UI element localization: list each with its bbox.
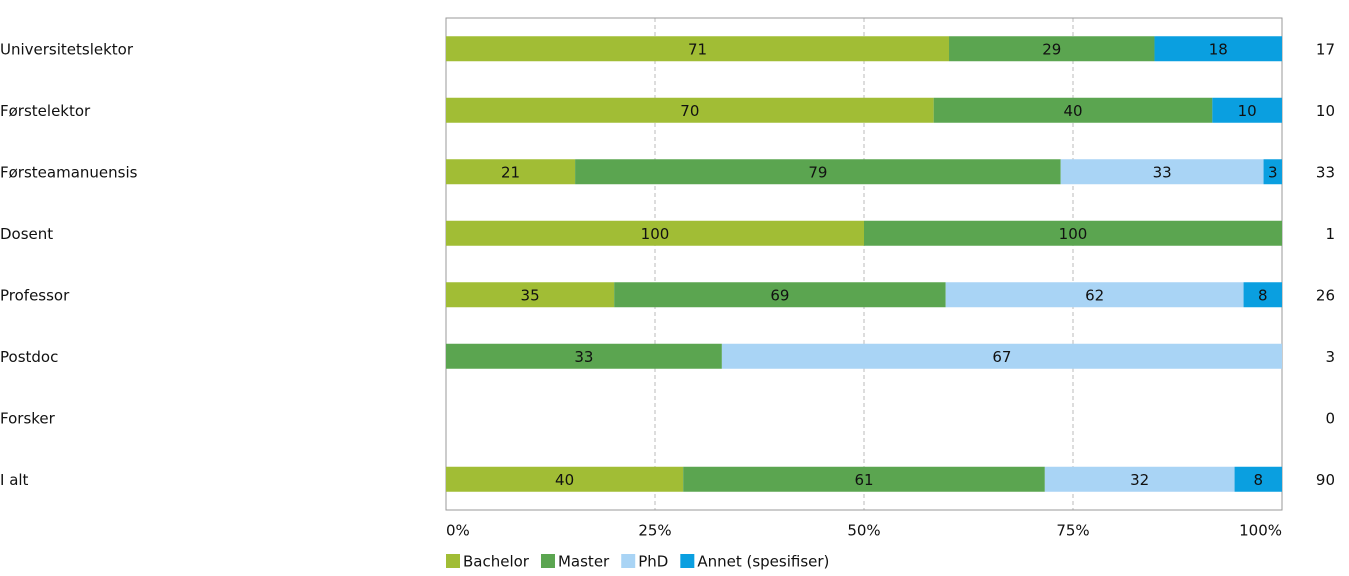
- data-label: 8: [1254, 471, 1264, 489]
- x-tick-label: 50%: [847, 522, 880, 540]
- data-label: 21: [501, 163, 520, 181]
- bar-segment: [446, 220, 864, 246]
- bar-segment: [864, 220, 1282, 246]
- bar-segment: [1044, 466, 1235, 492]
- bar-segment: [446, 97, 934, 123]
- y-tick-label: Førstelektor: [0, 102, 91, 120]
- bar-segment: [446, 343, 722, 369]
- data-label: 3: [1268, 163, 1278, 181]
- data-label: 29: [1042, 40, 1061, 58]
- data-label: 71: [688, 40, 707, 58]
- data-label: 100: [641, 225, 670, 243]
- row-total: 17: [1316, 40, 1335, 58]
- row-total: 26: [1316, 286, 1335, 304]
- data-label: 35: [521, 286, 540, 304]
- legend-swatch: [680, 554, 695, 568]
- data-label: 18: [1209, 40, 1228, 58]
- x-tick-label: 75%: [1056, 522, 1089, 540]
- data-label: 62: [1085, 286, 1104, 304]
- data-label: 61: [854, 471, 873, 489]
- bar-segment: [1243, 282, 1282, 308]
- y-tick-label: Førsteamanuensis: [0, 163, 138, 181]
- data-label: 79: [808, 163, 827, 181]
- row-total: 3: [1325, 348, 1335, 366]
- legend-label: Master: [558, 553, 610, 571]
- bar-segment: [1154, 36, 1282, 62]
- data-label: 40: [1063, 102, 1082, 120]
- bar-segment: [1212, 97, 1282, 123]
- bar-segment: [446, 282, 615, 308]
- bar-segment: [614, 282, 946, 308]
- data-label: 10: [1238, 102, 1257, 120]
- legend-swatch: [540, 554, 555, 568]
- data-label: 100: [1059, 225, 1088, 243]
- y-tick-label: Universitetslektor: [0, 40, 134, 58]
- bar-segment: [683, 466, 1045, 492]
- legend-swatch: [621, 554, 636, 568]
- data-label: 69: [770, 286, 789, 304]
- y-tick-label: Professor: [0, 286, 70, 304]
- bar-segment: [1060, 159, 1264, 185]
- legend-label: Bachelor: [463, 553, 530, 571]
- bar-segment: [945, 282, 1244, 308]
- bar-segment: [949, 36, 1155, 62]
- bar-segment: [721, 343, 1282, 369]
- legend-label: PhD: [638, 553, 668, 571]
- row-total: 0: [1325, 409, 1335, 427]
- row-total: 10: [1316, 102, 1335, 120]
- x-tick-label: 25%: [638, 522, 671, 540]
- data-label: 8: [1258, 286, 1268, 304]
- row-total: 90: [1316, 471, 1335, 489]
- y-tick-label: Dosent: [0, 225, 53, 243]
- data-label: 67: [992, 348, 1011, 366]
- bar-segment: [446, 466, 684, 492]
- y-tick-label: Forsker: [0, 409, 56, 427]
- bar-segment: [575, 159, 1061, 185]
- legend-label: Annet (spesifiser): [697, 553, 829, 571]
- row-total: 1: [1325, 225, 1335, 243]
- data-label: 33: [574, 348, 593, 366]
- bar-segment: [1234, 466, 1282, 492]
- data-label: 33: [1153, 163, 1172, 181]
- bar-segment: [446, 159, 576, 185]
- plot-frame: [445, 17, 1283, 511]
- bar-segment: [933, 97, 1213, 123]
- row-total: 33: [1316, 163, 1335, 181]
- y-tick-label: I alt: [0, 471, 29, 489]
- bar-segment: [1263, 159, 1282, 185]
- legend-swatch: [446, 554, 460, 568]
- bar-segment: [446, 36, 950, 62]
- data-label: 70: [680, 102, 699, 120]
- data-label: 32: [1130, 471, 1149, 489]
- data-label: 40: [555, 471, 574, 489]
- x-tick-label: 0%: [446, 522, 470, 540]
- x-tick-label: 100%: [1239, 522, 1282, 540]
- y-tick-label: Postdoc: [0, 348, 58, 366]
